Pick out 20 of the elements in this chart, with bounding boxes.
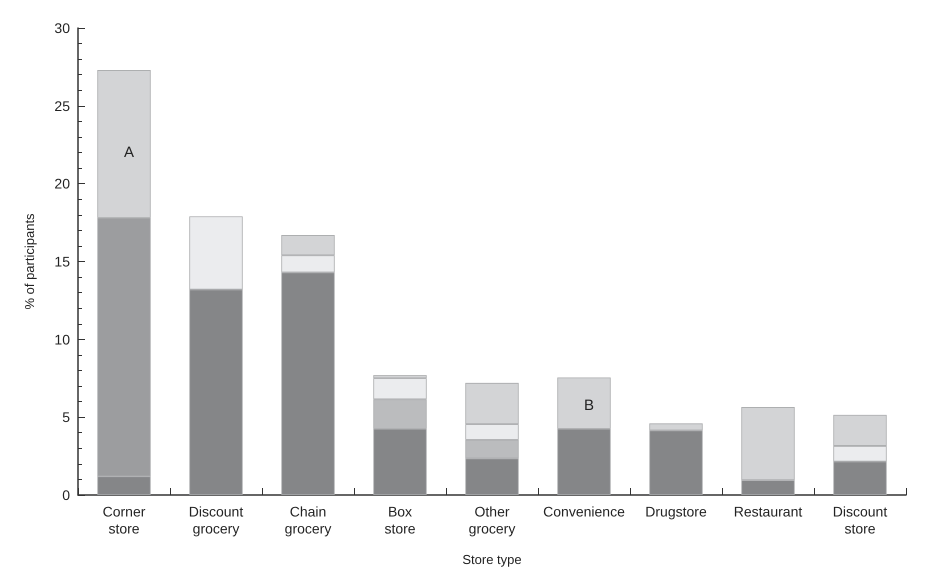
annotation: B (584, 397, 594, 414)
y-tick-label: 0 (62, 487, 70, 503)
x-tick-label: Drugstore (645, 504, 707, 520)
annotation: A (124, 144, 134, 161)
x-tick-label: Other grocery (468, 504, 516, 536)
x-tick-label: Discount grocery (188, 504, 244, 536)
y-tick-label: 15 (54, 254, 70, 270)
x-tick-label: Restaurant (734, 504, 802, 520)
y-tick-label: 20 (54, 176, 70, 192)
x-axis-title: Store type (462, 552, 522, 567)
y-axis-title: % of participants (22, 212, 37, 310)
y-tick-label: 30 (54, 20, 70, 36)
x-tick-label: Chain grocery (284, 504, 332, 536)
x-tick-label: Corner store (102, 504, 146, 536)
x-tick-label: Discount store (832, 504, 888, 536)
y-tick-label: 10 (54, 331, 70, 348)
x-tick-label: Box store (384, 504, 416, 536)
x-tick-label: Convenience (543, 504, 626, 520)
y-tick-label: 25 (54, 98, 70, 114)
y-tick-label: 5 (62, 409, 70, 426)
